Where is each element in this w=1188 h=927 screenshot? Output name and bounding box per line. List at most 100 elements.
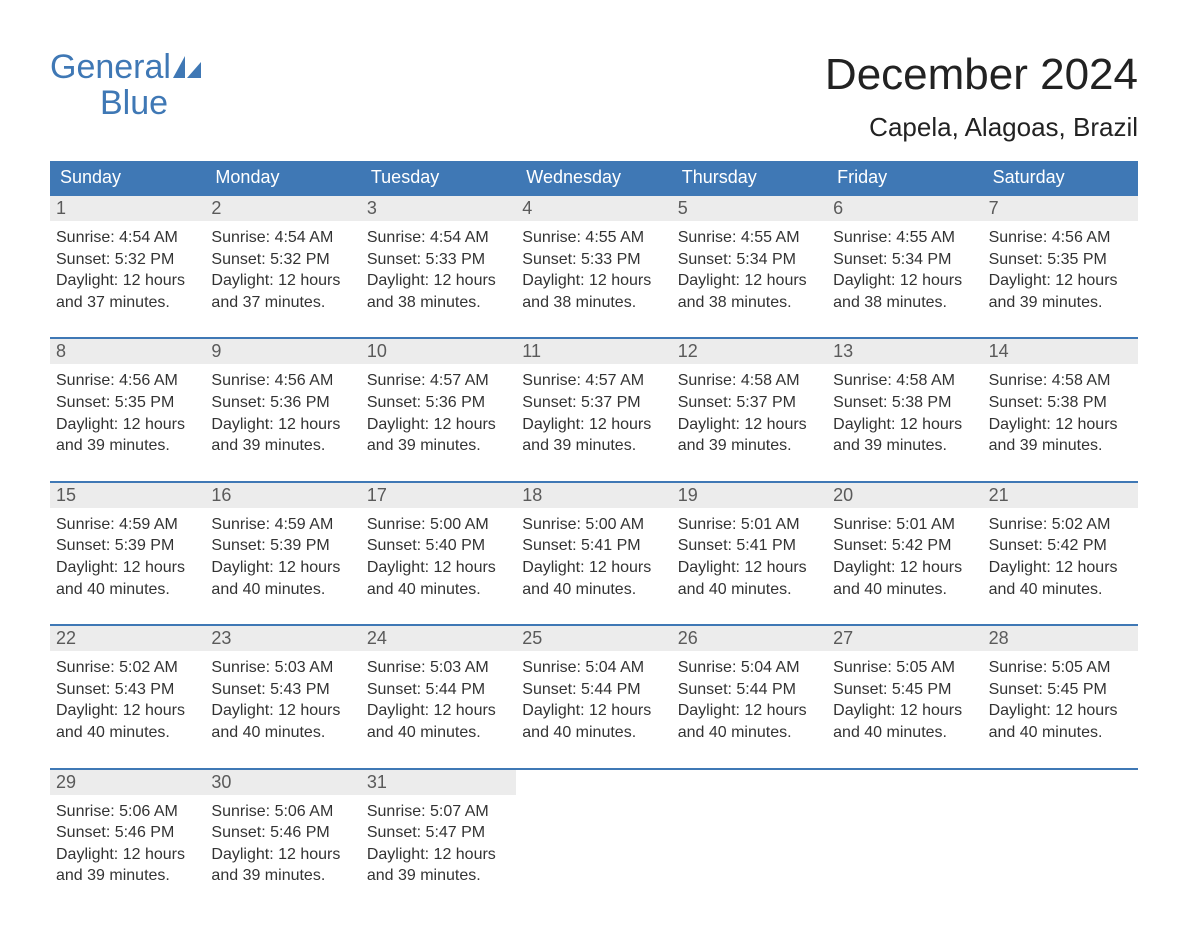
sunrise-line: Sunrise: 5:04 AM (522, 657, 663, 679)
day-number: 14 (983, 339, 1138, 364)
sunset-line: Sunset: 5:43 PM (56, 679, 197, 701)
daylight-line: Daylight: 12 hours and 40 minutes. (211, 700, 352, 743)
sunset-line: Sunset: 5:43 PM (211, 679, 352, 701)
calendar-week-row: 15Sunrise: 4:59 AMSunset: 5:39 PMDayligh… (50, 481, 1138, 600)
daylight-line: Daylight: 12 hours and 38 minutes. (522, 270, 663, 313)
sunset-line: Sunset: 5:41 PM (678, 535, 819, 557)
daylight-line: Daylight: 12 hours and 38 minutes. (678, 270, 819, 313)
calendar-day-cell: 18Sunrise: 5:00 AMSunset: 5:41 PMDayligh… (516, 483, 671, 600)
calendar-week-row: 1Sunrise: 4:54 AMSunset: 5:32 PMDaylight… (50, 194, 1138, 313)
calendar-day-cell: 4Sunrise: 4:55 AMSunset: 5:33 PMDaylight… (516, 196, 671, 313)
day-number: 23 (205, 626, 360, 651)
daylight-line: Daylight: 12 hours and 40 minutes. (989, 557, 1130, 600)
day-body: Sunrise: 4:58 AMSunset: 5:38 PMDaylight:… (983, 364, 1138, 456)
day-body: Sunrise: 5:03 AMSunset: 5:44 PMDaylight:… (361, 651, 516, 743)
sunset-line: Sunset: 5:46 PM (56, 822, 197, 844)
day-body: Sunrise: 4:56 AMSunset: 5:36 PMDaylight:… (205, 364, 360, 456)
day-number: 5 (672, 196, 827, 221)
sunset-line: Sunset: 5:39 PM (211, 535, 352, 557)
weekday-header-cell: Saturday (983, 161, 1138, 194)
sunset-line: Sunset: 5:44 PM (678, 679, 819, 701)
day-number: 30 (205, 770, 360, 795)
sunset-line: Sunset: 5:32 PM (56, 249, 197, 271)
calendar-day-cell: 19Sunrise: 5:01 AMSunset: 5:41 PMDayligh… (672, 483, 827, 600)
daylight-line: Daylight: 12 hours and 40 minutes. (833, 700, 974, 743)
sunset-line: Sunset: 5:33 PM (522, 249, 663, 271)
brand-line2: Blue (50, 86, 203, 122)
calendar-week-row: 29Sunrise: 5:06 AMSunset: 5:46 PMDayligh… (50, 768, 1138, 887)
calendar-day-cell: 30Sunrise: 5:06 AMSunset: 5:46 PMDayligh… (205, 770, 360, 887)
day-number: 10 (361, 339, 516, 364)
sunset-line: Sunset: 5:42 PM (989, 535, 1130, 557)
sail-icon (173, 50, 203, 86)
sunrise-line: Sunrise: 5:02 AM (56, 657, 197, 679)
daylight-line: Daylight: 12 hours and 40 minutes. (56, 700, 197, 743)
daylight-line: Daylight: 12 hours and 39 minutes. (989, 270, 1130, 313)
sunset-line: Sunset: 5:38 PM (989, 392, 1130, 414)
calendar-day-cell: 14Sunrise: 4:58 AMSunset: 5:38 PMDayligh… (983, 339, 1138, 456)
weekday-header-cell: Wednesday (516, 161, 671, 194)
sunset-line: Sunset: 5:35 PM (989, 249, 1130, 271)
sunset-line: Sunset: 5:45 PM (989, 679, 1130, 701)
day-number: 1 (50, 196, 205, 221)
calendar-day-cell: 31Sunrise: 5:07 AMSunset: 5:47 PMDayligh… (361, 770, 516, 887)
day-number: 15 (50, 483, 205, 508)
sunset-line: Sunset: 5:34 PM (833, 249, 974, 271)
day-body: Sunrise: 5:01 AMSunset: 5:41 PMDaylight:… (672, 508, 827, 600)
calendar-day-cell: 25Sunrise: 5:04 AMSunset: 5:44 PMDayligh… (516, 626, 671, 743)
weekday-header-cell: Sunday (50, 161, 205, 194)
day-number: 16 (205, 483, 360, 508)
daylight-line: Daylight: 12 hours and 39 minutes. (833, 414, 974, 457)
sunrise-line: Sunrise: 5:03 AM (367, 657, 508, 679)
calendar-day-cell: 23Sunrise: 5:03 AMSunset: 5:43 PMDayligh… (205, 626, 360, 743)
day-body: Sunrise: 4:58 AMSunset: 5:38 PMDaylight:… (827, 364, 982, 456)
day-number: 19 (672, 483, 827, 508)
daylight-line: Daylight: 12 hours and 40 minutes. (678, 700, 819, 743)
day-body: Sunrise: 5:02 AMSunset: 5:42 PMDaylight:… (983, 508, 1138, 600)
calendar-day-cell: 13Sunrise: 4:58 AMSunset: 5:38 PMDayligh… (827, 339, 982, 456)
day-number: 24 (361, 626, 516, 651)
daylight-line: Daylight: 12 hours and 40 minutes. (211, 557, 352, 600)
day-number: 11 (516, 339, 671, 364)
sunrise-line: Sunrise: 4:56 AM (211, 370, 352, 392)
header-bar: General Blue December 2024 Capela, Alago… (50, 50, 1138, 143)
sunrise-line: Sunrise: 4:58 AM (989, 370, 1130, 392)
brand-text: General Blue (50, 50, 203, 121)
day-body: Sunrise: 5:03 AMSunset: 5:43 PMDaylight:… (205, 651, 360, 743)
daylight-line: Daylight: 12 hours and 40 minutes. (522, 700, 663, 743)
calendar-day-cell: 15Sunrise: 4:59 AMSunset: 5:39 PMDayligh… (50, 483, 205, 600)
day-body: Sunrise: 5:07 AMSunset: 5:47 PMDaylight:… (361, 795, 516, 887)
weekday-header-cell: Friday (827, 161, 982, 194)
sunset-line: Sunset: 5:37 PM (678, 392, 819, 414)
sunrise-line: Sunrise: 5:06 AM (211, 801, 352, 823)
day-number: 2 (205, 196, 360, 221)
day-number: 9 (205, 339, 360, 364)
day-body: Sunrise: 4:55 AMSunset: 5:34 PMDaylight:… (672, 221, 827, 313)
daylight-line: Daylight: 12 hours and 39 minutes. (522, 414, 663, 457)
sunset-line: Sunset: 5:39 PM (56, 535, 197, 557)
sunrise-line: Sunrise: 4:57 AM (522, 370, 663, 392)
daylight-line: Daylight: 12 hours and 40 minutes. (56, 557, 197, 600)
daylight-line: Daylight: 12 hours and 40 minutes. (522, 557, 663, 600)
day-body: Sunrise: 5:04 AMSunset: 5:44 PMDaylight:… (672, 651, 827, 743)
weekday-header-row: SundayMondayTuesdayWednesdayThursdayFrid… (50, 161, 1138, 194)
daylight-line: Daylight: 12 hours and 40 minutes. (678, 557, 819, 600)
sunrise-line: Sunrise: 4:55 AM (678, 227, 819, 249)
day-number: 12 (672, 339, 827, 364)
sunrise-line: Sunrise: 4:55 AM (522, 227, 663, 249)
sunset-line: Sunset: 5:40 PM (367, 535, 508, 557)
daylight-line: Daylight: 12 hours and 37 minutes. (211, 270, 352, 313)
calendar-day-cell: 22Sunrise: 5:02 AMSunset: 5:43 PMDayligh… (50, 626, 205, 743)
day-body: Sunrise: 4:56 AMSunset: 5:35 PMDaylight:… (983, 221, 1138, 313)
day-number: 31 (361, 770, 516, 795)
calendar-day-cell: 6Sunrise: 4:55 AMSunset: 5:34 PMDaylight… (827, 196, 982, 313)
day-body: Sunrise: 4:57 AMSunset: 5:36 PMDaylight:… (361, 364, 516, 456)
sunrise-line: Sunrise: 4:56 AM (56, 370, 197, 392)
sunset-line: Sunset: 5:44 PM (367, 679, 508, 701)
day-number: 29 (50, 770, 205, 795)
sunrise-line: Sunrise: 4:59 AM (211, 514, 352, 536)
daylight-line: Daylight: 12 hours and 40 minutes. (989, 700, 1130, 743)
calendar-day-cell (827, 770, 982, 887)
calendar-day-cell: 8Sunrise: 4:56 AMSunset: 5:35 PMDaylight… (50, 339, 205, 456)
sunset-line: Sunset: 5:44 PM (522, 679, 663, 701)
